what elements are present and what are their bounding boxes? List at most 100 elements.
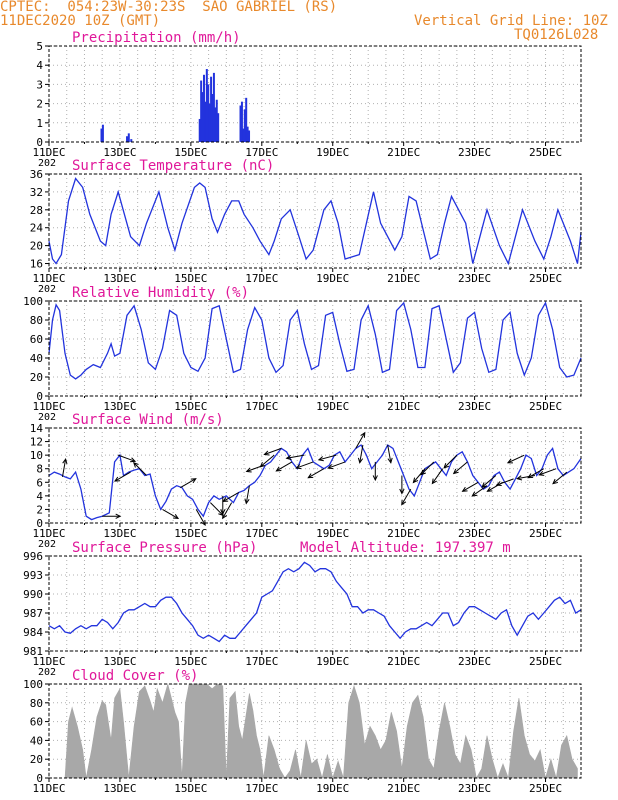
wind-title: Surface Wind (m/s) — [72, 412, 224, 428]
wind-arrow — [357, 444, 364, 464]
x-tick-label: 11DEC — [32, 655, 65, 668]
wind-arrow — [495, 478, 514, 487]
y-tick-label: 3 — [36, 78, 43, 91]
precip-bar — [198, 118, 201, 142]
x-tick-label: 11DEC — [32, 400, 65, 413]
x-tick-label: 23DEC — [458, 272, 491, 285]
wind-arrow — [471, 485, 488, 497]
precip-title: Precipitation (mm/h) — [72, 30, 241, 46]
x-tick-label: 17DEC — [245, 655, 278, 668]
y-tick-label: 20 — [30, 753, 43, 766]
wind-series-line — [48, 444, 582, 521]
panel-frame — [48, 45, 582, 143]
y-tick-label: 60 — [30, 716, 43, 729]
y-tick-label: 32 — [30, 186, 43, 199]
x-tick-label: 23DEC — [458, 782, 491, 795]
x-tick-label: 13DEC — [103, 782, 136, 795]
wind-arrow — [132, 461, 147, 476]
x-tick-label: 17DEC — [245, 782, 278, 795]
x-tick-label: 21DEC — [387, 400, 420, 413]
wind-arrow — [259, 454, 275, 468]
x-tick-label: 13DEC — [103, 272, 136, 285]
x-tick-label: 25DEC — [529, 527, 562, 540]
panel-frame — [48, 173, 582, 269]
y-tick-label: 20 — [30, 371, 43, 384]
product-code: TQ0126L028 — [514, 27, 599, 43]
y-tick-label: 4 — [36, 59, 43, 72]
panel-frame — [48, 683, 582, 779]
panel-cloud: 0 20 40 60 80 100 11DEC 13DEC 15DEC 17DEC 19DEC 21D… — [23, 668, 582, 795]
x-tick-label: 19DEC — [316, 146, 349, 159]
precip-bar — [202, 74, 205, 142]
x-year-label: 202 — [38, 158, 56, 169]
wind-arrow — [538, 468, 557, 476]
wind-arrow — [61, 457, 68, 477]
x-tick-label: 25DEC — [529, 400, 562, 413]
y-tick-label: 6 — [36, 476, 43, 489]
x-year-label: 202 — [38, 539, 56, 550]
pressure-title: Surface Pressure (hPa) — [72, 540, 257, 556]
wind-arrow — [412, 468, 426, 484]
precip-bar — [200, 80, 203, 142]
precip-bar — [240, 101, 243, 142]
run-date: 11DEC2020 10Z (GMT) — [0, 13, 161, 29]
y-tick-label: 40 — [30, 352, 43, 365]
y-tick-label: 981 — [23, 645, 43, 658]
x-tick-label: 17DEC — [245, 400, 278, 413]
panel-temp: 16 20 24 28 32 36 11DEC 13DEC 15DEC 17DEC 19DEC 21D… — [30, 158, 582, 295]
precip-bar — [205, 69, 208, 142]
y-tick-label: 80 — [30, 697, 43, 710]
y-tick-label: 0 — [36, 772, 43, 785]
x-tick-label: 13DEC — [103, 655, 136, 668]
precip-bar — [242, 128, 245, 142]
x-tick-label: 15DEC — [174, 527, 207, 540]
pressure-series-line — [48, 561, 582, 643]
y-tick-label: 2 — [36, 503, 43, 516]
precip-bar — [214, 107, 217, 142]
panel-frame — [48, 555, 582, 652]
y-tick-label: 100 — [23, 678, 43, 691]
wind-arrow — [481, 475, 497, 488]
rh-series-line — [48, 301, 582, 380]
cloud-title: Cloud Cover (%) — [72, 668, 198, 684]
y-tick-label: 0 — [36, 517, 43, 530]
precip-bar — [127, 133, 130, 142]
y-tick-label: 4 — [36, 490, 43, 503]
y-tick-label: 996 — [23, 550, 43, 563]
wind-arrow — [401, 488, 412, 506]
x-tick-label: 21DEC — [387, 655, 420, 668]
precip-bar — [204, 101, 207, 142]
y-tick-label: 5 — [36, 40, 43, 53]
precip-bar — [245, 97, 248, 142]
wind-arrow — [263, 447, 282, 456]
x-tick-label: 23DEC — [458, 400, 491, 413]
x-tick-label: 11DEC — [32, 146, 65, 159]
precip-bar — [248, 130, 251, 142]
x-tick-label: 15DEC — [174, 782, 207, 795]
wind-arrow — [275, 461, 293, 472]
temp-title: Surface Temperature (nC) — [72, 158, 274, 174]
x-tick-label: 23DEC — [458, 146, 491, 159]
panel-frame — [48, 427, 582, 524]
model-altitude-label: Model Altitude: 197.397 m — [300, 540, 511, 556]
precip-bar — [215, 99, 218, 142]
x-tick-label: 11DEC — [32, 782, 65, 795]
precip-bar — [246, 126, 249, 142]
wind-arrow — [179, 478, 197, 489]
x-tick-label: 23DEC — [458, 655, 491, 668]
x-tick-label: 19DEC — [316, 527, 349, 540]
precip-bar — [243, 109, 246, 142]
y-tick-label: 60 — [30, 333, 43, 346]
x-tick-label: 15DEC — [174, 146, 207, 159]
wind-arrow — [317, 454, 337, 462]
x-tick-label: 25DEC — [529, 146, 562, 159]
y-tick-label: 28 — [30, 204, 43, 217]
y-tick-label: 984 — [23, 626, 43, 639]
wind-arrow — [452, 461, 468, 475]
wind-arrow — [102, 513, 122, 519]
wind-arrow — [285, 454, 305, 461]
wind-arrow — [431, 468, 444, 485]
y-tick-label: 40 — [30, 734, 43, 747]
